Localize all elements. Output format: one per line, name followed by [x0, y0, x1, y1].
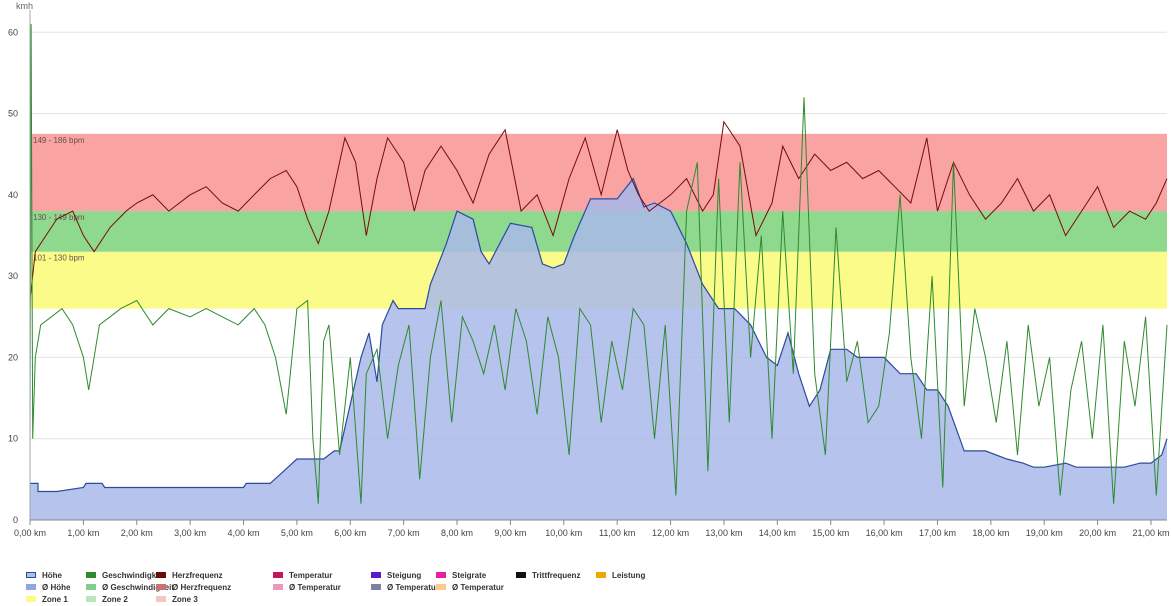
legend-swatch [596, 572, 606, 578]
legend-label: Höhe [42, 570, 62, 580]
x-tick-label: 19,00 km [1026, 528, 1063, 538]
legend-label: Leistung [612, 570, 646, 580]
legend-item[interactable]: Zone 2 [86, 593, 128, 605]
x-tick-label: 11,00 km [599, 528, 635, 538]
series-line-herzfrequenz [29, 120, 1168, 301]
x-tick-label: 4,00 km [228, 528, 260, 538]
x-tick-label: 7,00 km [388, 528, 420, 538]
x-tick-label: 21,00 km [1132, 528, 1169, 538]
legend-label: Zone 2 [102, 594, 128, 604]
legend-label: Ø Geschwindigkeit [102, 582, 175, 592]
y-tick-label: 50 [8, 109, 18, 119]
legend: Höhe Geschwindigkeit Herzfrequenz Temperatu… [26, 569, 1166, 605]
legend-label: Zone 3 [172, 594, 198, 604]
legend-label: Ø Herzfrequenz [172, 582, 232, 592]
legend-swatch [26, 596, 36, 602]
legend-item[interactable]: Ø Herzfrequenz [156, 581, 231, 593]
x-tick-label: 8,00 km [441, 528, 473, 538]
legend-swatch [26, 584, 36, 590]
legend-item[interactable]: Ø Höhe [26, 581, 70, 593]
legend-swatch [26, 572, 36, 578]
legend-swatch [436, 572, 446, 578]
x-tick-label: 12,00 km [652, 528, 689, 538]
x-tick-label: 20,00 km [1079, 528, 1116, 538]
legend-item[interactable]: Herzfrequenz [156, 569, 223, 581]
x-tick-label: 6,00 km [334, 528, 366, 538]
legend-item[interactable]: Steigrate [436, 569, 486, 581]
legend-swatch [156, 584, 166, 590]
legend-item[interactable]: Ø Temperatur [371, 581, 439, 593]
legend-item[interactable]: Ø Geschwindigkeit [86, 581, 174, 593]
legend-row: Zone 1 Zone 2 Zone 3 [26, 593, 1166, 605]
legend-item[interactable]: Trittfrequenz [516, 569, 580, 581]
x-tick-label: 5,00 km [281, 528, 313, 538]
legend-item[interactable]: Höhe [26, 569, 62, 581]
legend-item[interactable]: Temperatur [273, 569, 332, 581]
legend-label: Geschwindigkeit [102, 570, 166, 580]
y-tick-label: 30 [8, 271, 18, 281]
legend-item[interactable]: Steigung [371, 569, 421, 581]
legend-label: Ø Temperatur [387, 582, 439, 592]
zone-band [30, 133, 1167, 212]
y-tick-label: 10 [8, 434, 18, 444]
legend-swatch [156, 596, 166, 602]
axes: 0 10 20 30 40 50 60 kmh 0,00 km 1,00 km 2,00 km 3,0… [8, 1, 1170, 538]
legend-label: Herzfrequenz [172, 570, 223, 580]
x-tick-label: 13,00 km [705, 528, 742, 538]
x-tick-label: 9,00 km [494, 528, 526, 538]
legend-swatch [156, 572, 166, 578]
legend-swatch [436, 584, 446, 590]
y-tick-label: 60 [8, 27, 18, 37]
y-tick-label: 0 [13, 515, 18, 525]
y-unit-label: kmh [16, 1, 33, 11]
series-line-hoehe [30, 177, 1168, 493]
zone-label: 101 - 130 bpm [33, 254, 85, 263]
legend-label: Ø Höhe [42, 582, 71, 592]
x-tick-label: 1,00 km [67, 528, 99, 538]
legend-swatch [371, 572, 381, 578]
legend-swatch [516, 572, 526, 578]
legend-item[interactable]: Ø Temperatur [273, 581, 341, 593]
x-tick-label: 14,00 km [759, 528, 796, 538]
legend-label: Temperatur [289, 570, 333, 580]
legend-swatch [273, 572, 283, 578]
legend-swatch [273, 584, 283, 590]
zone-label: 149 - 186 bpm [33, 136, 85, 145]
x-tick-label: 2,00 km [121, 528, 153, 538]
legend-item[interactable]: Leistung [596, 569, 645, 581]
x-tick-label: 16,00 km [866, 528, 903, 538]
y-tick-label: 20 [8, 352, 18, 362]
legend-row: Höhe Geschwindigkeit Herzfrequenz Temperatu… [26, 569, 1166, 581]
x-tick-label: 10,00 km [545, 528, 582, 538]
legend-item[interactable]: Geschwindigkeit [86, 569, 166, 581]
x-tick-label: 18,00 km [972, 528, 1009, 538]
legend-label: Zone 1 [42, 594, 68, 604]
legend-swatch [86, 584, 96, 590]
legend-label: Steigrate [452, 570, 487, 580]
x-tick-label: 0,00 km [14, 528, 46, 538]
series-line-geschwindigkeit [29, 24, 1168, 504]
x-tick-label: 3,00 km [174, 528, 206, 538]
legend-swatch [86, 596, 96, 602]
legend-label: Ø Temperatur [452, 582, 504, 592]
x-tick-label: 15,00 km [812, 528, 849, 538]
legend-label: Trittfrequenz [532, 570, 581, 580]
legend-row: Ø Höhe Ø Geschwindigkeit Ø Herzfrequenz Ø T… [26, 581, 1166, 593]
y-tick-label: 40 [8, 190, 18, 200]
legend-item[interactable]: Zone 1 [26, 593, 68, 605]
legend-item[interactable]: Zone 3 [156, 593, 198, 605]
legend-item[interactable]: Ø Temperatur [436, 581, 504, 593]
series-layer [29, 24, 1168, 520]
x-tick-label: 17,00 km [919, 528, 956, 538]
legend-label: Steigung [387, 570, 422, 580]
legend-swatch [371, 584, 381, 590]
legend-label: Ø Temperatur [289, 582, 341, 592]
series-area-hoehe [30, 178, 1167, 520]
legend-swatch [86, 572, 96, 578]
